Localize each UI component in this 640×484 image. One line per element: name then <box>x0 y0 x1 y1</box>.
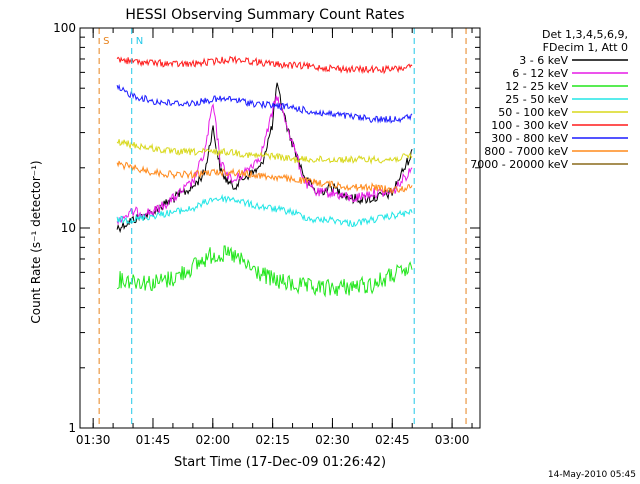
legend-entry-8: 7000 - 20000 keV <box>470 158 568 171</box>
legend-entry-4: 50 - 100 keV <box>498 106 568 119</box>
chart-title: HESSI Observing Summary Count Rates <box>125 7 404 23</box>
series-line-7 <box>116 160 413 195</box>
legend-entry-6: 300 - 800 keV <box>491 132 568 145</box>
y-axis-label: Count Rate (s⁻¹ detector⁻¹) <box>29 160 43 323</box>
axes-layer: 01:30 01:45 02:00 02:15 02:30 02:45 03:00 1 10 10… <box>53 21 480 447</box>
x-tick-label-0: 01:30 <box>76 433 111 447</box>
legend-entry-7: 800 - 7000 keV <box>484 145 568 158</box>
legend-entry-0: 3 - 6 keV <box>519 54 568 67</box>
plot-frame <box>79 27 481 429</box>
x-tick-label-5: 02:45 <box>375 433 410 447</box>
x-tick-label-3: 02:15 <box>255 433 290 447</box>
legend-entry-5: 100 - 300 keV <box>491 119 568 132</box>
series-line-3 <box>116 193 413 228</box>
y-tick-label-0: 1 <box>68 421 76 435</box>
series-line-6 <box>116 83 413 124</box>
x-axis-label: Start Time (17-Dec-09 01:26:42) <box>174 455 386 470</box>
series-line-5 <box>116 55 413 75</box>
y-tick-label-1: 10 <box>61 221 76 235</box>
x-tick-label-6: 03:00 <box>435 433 470 447</box>
marker-label-1: N <box>136 36 143 47</box>
legend-header-0: Det 1,3,4,5,6,9, <box>542 28 628 41</box>
series-line-2 <box>116 245 413 298</box>
series-line-1 <box>116 95 413 226</box>
x-tick-label-1: 01:45 <box>136 433 171 447</box>
x-tick-label-2: 02:00 <box>196 433 231 447</box>
x-tick-label-4: 02:30 <box>315 433 350 447</box>
series-layer <box>116 55 413 298</box>
legend-entry-3: 25 - 50 keV <box>505 93 568 106</box>
legend-header-1: FDecim 1, Att 0 <box>543 41 628 54</box>
footer-date: 14-May-2010 05:45 <box>548 470 636 480</box>
legend: Det 1,3,4,5,6,9,FDecim 1, Att 03 - 6 keV… <box>470 28 628 171</box>
series-line-4 <box>116 139 413 165</box>
legend-entry-1: 6 - 12 keV <box>512 67 568 80</box>
legend-entry-2: 12 - 25 keV <box>505 80 568 93</box>
y-tick-label-2: 100 <box>53 21 76 35</box>
marker-label-0: S <box>103 36 109 47</box>
